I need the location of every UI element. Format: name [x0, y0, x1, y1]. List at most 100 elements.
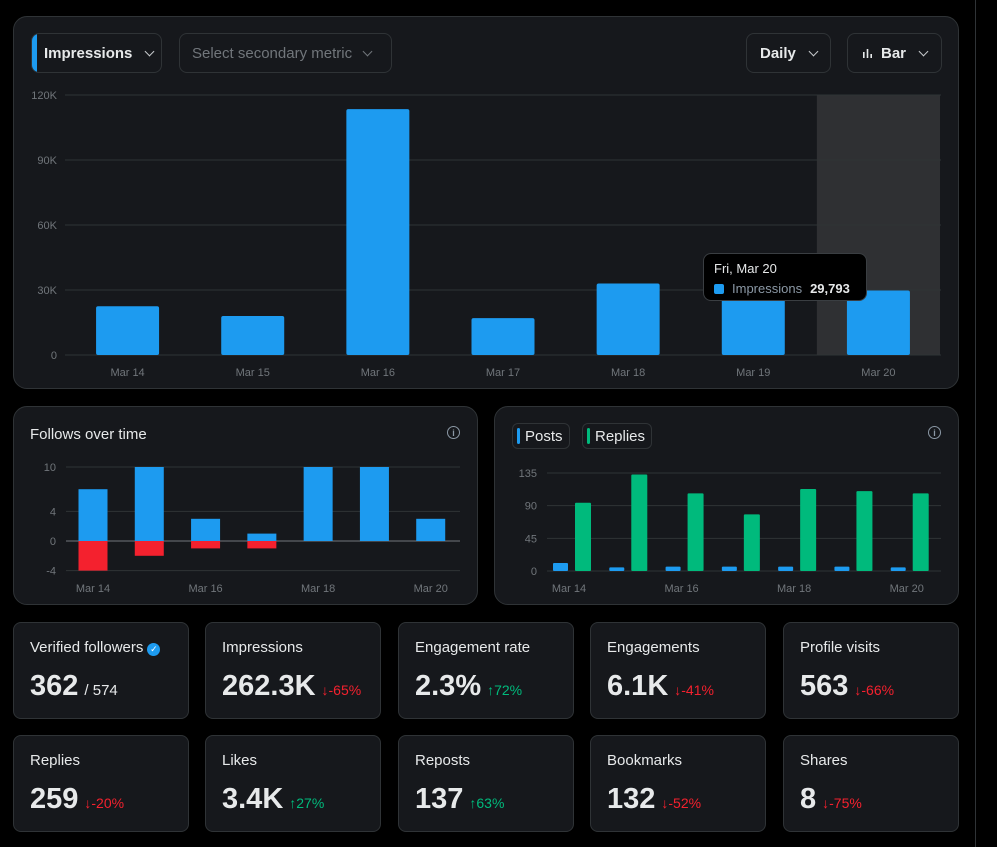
stat-card-verified-followers[interactable]: Verified followers ✓ 362 / 574	[13, 622, 189, 719]
follows-bar	[416, 518, 446, 541]
x-tick-label: Mar 15	[236, 367, 270, 379]
stat-label: Reposts	[415, 752, 470, 769]
impressions-chart-panel: Impressions Select secondary metric Dail…	[13, 16, 959, 389]
stat-label-text: Verified followers	[30, 639, 144, 656]
posts-bar	[890, 567, 906, 571]
unfollows-bar	[78, 541, 108, 571]
x-tick-label: Mar 20	[414, 583, 448, 595]
stat-value-row: 8 ↓-75%	[800, 783, 862, 816]
replies-bar	[743, 514, 760, 571]
x-tick-label: Mar 20	[861, 367, 895, 379]
x-tick-label: Mar 19	[736, 367, 770, 379]
legend-posts-label: Posts	[525, 427, 563, 445]
tooltip-swatch	[714, 283, 724, 294]
x-tick-label: Mar 18	[777, 583, 811, 595]
stat-value: 2.3%	[415, 670, 482, 702]
x-tick-label: Mar 16	[361, 367, 395, 379]
stat-label-text: Likes	[222, 752, 258, 769]
stat-value: 362	[30, 670, 79, 702]
follows-bar	[134, 467, 164, 541]
impressions-bar	[346, 109, 410, 355]
info-icon[interactable]: i	[928, 426, 941, 439]
tooltip-row: Impressions 29,793	[714, 281, 856, 296]
stat-card-shares[interactable]: Shares 8 ↓-75%	[783, 735, 959, 832]
stat-card-impressions[interactable]: Impressions 262.3K ↓-65%	[205, 622, 381, 719]
chart-type-label: Bar	[881, 44, 907, 62]
period-dropdown[interactable]: Daily	[746, 33, 831, 73]
stat-value: 8	[800, 783, 817, 815]
posts-bar	[553, 563, 568, 571]
stat-change: ↓-66%	[854, 682, 895, 698]
stat-value-row: 137 ↑63%	[415, 783, 504, 816]
chart-tooltip: Fri, Mar 20 Impressions 29,793	[703, 253, 867, 301]
info-icon[interactable]: i	[447, 426, 460, 439]
chart-type-dropdown[interactable]: Bar	[847, 33, 942, 73]
y-tick-label: 0	[50, 536, 56, 548]
y-tick-label: 0	[51, 350, 57, 362]
stat-change: ↑72%	[487, 682, 523, 698]
stat-value-row: 563 ↓-66%	[800, 670, 894, 703]
page-divider	[975, 0, 976, 847]
stat-label: Engagements	[607, 639, 700, 656]
posts-bar	[609, 567, 625, 571]
tooltip-date: Fri, Mar 20	[714, 261, 777, 276]
stat-label: Profile visits	[800, 639, 880, 656]
stat-label-text: Replies	[30, 752, 81, 769]
legend-posts-swatch	[517, 428, 520, 444]
stat-card-profile-visits[interactable]: Profile visits 563 ↓-66%	[783, 622, 959, 719]
y-tick-label: -4	[46, 566, 56, 578]
replies-bar	[800, 488, 817, 571]
impressions-bar	[596, 283, 660, 355]
stat-value: 563	[800, 670, 849, 702]
stat-card-engagement-rate[interactable]: Engagement rate 2.3% ↑72%	[398, 622, 574, 719]
stat-label-text: Profile visits	[800, 639, 881, 656]
replies-bar	[631, 474, 648, 571]
unfollows-bar	[191, 541, 221, 549]
posts-bar	[665, 566, 681, 571]
stat-change: ↑27%	[289, 795, 325, 811]
unfollows-bar	[134, 541, 164, 556]
follows-bar	[359, 467, 389, 541]
stat-change: ↓-20%	[84, 795, 125, 811]
stat-label: Shares	[800, 752, 848, 769]
primary-metric-dropdown[interactable]: Impressions	[31, 33, 162, 73]
stat-card-replies[interactable]: Replies 259 ↓-20%	[13, 735, 189, 832]
stat-sub-value: / 574	[84, 682, 118, 699]
stat-value: 132	[607, 783, 656, 815]
stat-value-row: 132 ↓-52%	[607, 783, 701, 816]
legend-replies-label: Replies	[595, 427, 646, 445]
secondary-metric-dropdown[interactable]: Select secondary metric	[179, 33, 392, 73]
stat-card-reposts[interactable]: Reposts 137 ↑63%	[398, 735, 574, 832]
stat-card-bookmarks[interactable]: Bookmarks 132 ↓-52%	[590, 735, 766, 832]
y-tick-label: 10	[44, 462, 56, 474]
legend-replies[interactable]: Replies	[582, 423, 653, 449]
stat-label-text: Bookmarks	[607, 752, 683, 769]
follows-panel: Follows over time i -4 0 4 10 Mar 14 Mar 16 Ma…	[13, 406, 478, 605]
replies-bar	[575, 502, 591, 571]
impressions-bar	[721, 294, 785, 355]
posts-bar	[834, 566, 850, 571]
stat-card-engagements[interactable]: Engagements 6.1K ↓-41%	[590, 622, 766, 719]
stat-label: Likes	[222, 752, 257, 769]
x-tick-label: Mar 18	[611, 367, 645, 379]
x-tick-label: Mar 14	[110, 367, 144, 379]
legend-posts[interactable]: Posts	[512, 423, 570, 449]
legend-replies-swatch	[587, 428, 590, 444]
stat-value-row: 362 / 574	[30, 670, 118, 703]
impressions-bar	[96, 306, 160, 355]
stat-label: Replies	[30, 752, 80, 769]
bar-chart-icon	[863, 48, 872, 58]
stat-card-likes[interactable]: Likes 3.4K ↑27%	[205, 735, 381, 832]
x-tick-label: Mar 17	[486, 367, 520, 379]
stat-value-row: 262.3K ↓-65%	[222, 670, 361, 703]
x-tick-label: Mar 14	[552, 583, 586, 595]
follows-bar	[247, 533, 277, 541]
posts-replies-panel: Posts Replies i 0 45 90 135 Mar 14 Mar 16 Mar …	[494, 406, 959, 605]
impressions-bar	[846, 290, 910, 355]
stat-label-text: Shares	[800, 752, 848, 769]
follows-title: Follows over time	[30, 426, 147, 443]
stat-value-row: 2.3% ↑72%	[415, 670, 522, 703]
stat-value-row: 259 ↓-20%	[30, 783, 124, 816]
y-tick-label: 60K	[37, 220, 57, 232]
follows-bar-chart: -4 0 4 10 Mar 14 Mar 16 Mar 18 Mar 20	[44, 462, 460, 595]
